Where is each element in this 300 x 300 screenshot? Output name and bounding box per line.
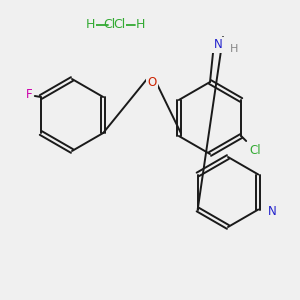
Text: Cl: Cl [113,19,125,32]
Text: Cl: Cl [103,19,115,32]
Text: F: F [26,88,33,101]
Text: N: N [268,205,277,218]
Text: O: O [147,76,157,88]
Text: H: H [230,44,238,54]
Text: N: N [214,38,222,52]
Text: H: H [136,19,146,32]
Text: Cl: Cl [249,144,261,157]
Text: H: H [85,19,95,32]
